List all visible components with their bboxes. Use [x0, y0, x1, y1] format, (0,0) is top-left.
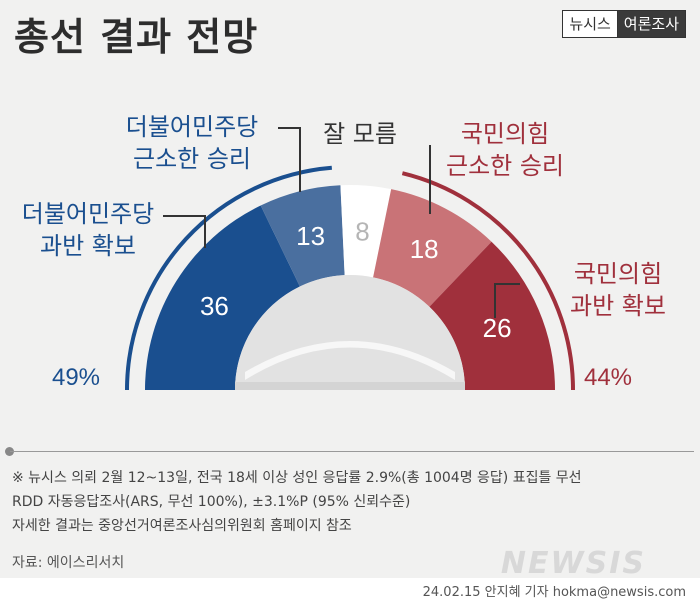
label-ppp-major: 국민의힘 — [574, 260, 662, 288]
leader-line — [163, 215, 206, 248]
slice-4 — [429, 241, 555, 390]
survey-notes: ※ 뉴시스 의뢰 2월 12~13일, 전국 18세 이상 성인 응답률 2.9… — [12, 466, 582, 538]
brand-name: 뉴시스 — [563, 11, 618, 37]
dem-total-arc — [125, 165, 332, 391]
slice-value-label: 18 — [410, 234, 439, 264]
dem-total: 49% — [52, 364, 100, 391]
watermark: NEWSIS — [500, 546, 646, 581]
divider — [10, 451, 694, 452]
slice-1 — [260, 185, 345, 287]
footer-bar — [0, 578, 700, 602]
label-ppp-minor: 근소한 승리 — [446, 152, 564, 180]
ppp-total-arc — [401, 171, 575, 391]
label-ppp-major: 과반 확보 — [570, 292, 666, 320]
label-dem-major: 더불어민주당 — [22, 200, 154, 228]
ppp-total: 44% — [584, 364, 632, 391]
note-line: ※ 뉴시스 의뢰 2월 12~13일, 전국 18세 이상 성인 응답률 2.9… — [12, 470, 582, 486]
inner-bowl — [235, 275, 465, 390]
slice-value-label: 8 — [355, 216, 369, 246]
slice-0 — [145, 205, 300, 390]
label-unknown: 잘 모름 — [323, 120, 397, 148]
page-title: 총선 결과 전망 — [14, 15, 259, 59]
brand-tag: 여론조사 — [617, 11, 685, 37]
leader-line — [278, 127, 301, 192]
leader-line — [494, 283, 520, 318]
credit: 24.02.15 안지혜 기자 hokma@newsis.com — [422, 585, 686, 600]
slice-3 — [373, 189, 492, 307]
note-line: 자세한 결과는 중앙선거여론조사심의위원회 홈페이지 참조 — [12, 518, 352, 534]
label-dem-minor: 더불어민주당 — [126, 113, 258, 141]
slice-2 — [340, 185, 392, 278]
label-dem-major: 과반 확보 — [40, 232, 136, 260]
label-ppp-minor: 국민의힘 — [461, 120, 549, 148]
source: 자료: 에이스리서치 — [12, 555, 125, 571]
inner-base — [235, 382, 465, 390]
slice-value-label: 13 — [296, 221, 325, 251]
note-line: RDD 자동응답조사(ARS, 무선 100%), ±3.1%P (95% 신뢰… — [12, 494, 411, 510]
slice-value-label: 26 — [483, 313, 512, 343]
divider-dot — [5, 447, 14, 456]
slice-value-label: 36 — [200, 291, 229, 321]
brand-badge: 뉴시스 여론조사 — [562, 10, 686, 38]
label-dem-minor: 근소한 승리 — [133, 145, 251, 173]
inner-highlight — [245, 341, 455, 380]
